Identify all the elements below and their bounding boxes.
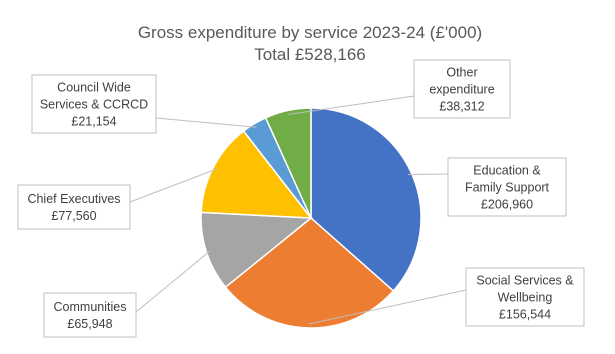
category-label: Council Wide <box>57 81 131 95</box>
data-label: £206,960 <box>481 198 533 212</box>
category-label: Social Services & <box>476 274 574 288</box>
pie-slice-2 <box>200 211 313 289</box>
data-label: £21,154 <box>71 115 116 129</box>
category-label: expenditure <box>429 83 494 97</box>
data-label: £156,544 <box>499 308 551 322</box>
category-label: Services & CCRCD <box>40 98 148 112</box>
callout-box <box>447 157 567 217</box>
leader-line <box>129 168 218 203</box>
callout-box <box>465 267 585 327</box>
category-label: Education & <box>473 164 541 178</box>
pie-slice-5 <box>264 107 312 219</box>
leader-line <box>308 289 467 325</box>
data-label: £65,948 <box>67 317 112 331</box>
category-label: Other <box>446 66 477 80</box>
pie-slice-1 <box>224 217 395 329</box>
category-label: Wellbeing <box>498 291 553 305</box>
category-label: Family Support <box>465 181 550 195</box>
leader-line <box>407 173 449 175</box>
category-label: Chief Executives <box>27 192 120 206</box>
chart-subtitle: Total £528,166 <box>254 45 366 64</box>
pie-slices <box>200 107 422 329</box>
callout-box <box>17 184 131 230</box>
pie-slice-3 <box>200 130 313 219</box>
callout-box <box>31 74 157 134</box>
data-label: £38,312 <box>439 100 484 114</box>
leader-line <box>288 95 415 115</box>
pie-slice-0 <box>310 107 422 292</box>
callout-box <box>43 292 137 338</box>
leader-line <box>155 117 257 128</box>
category-label: Communities <box>54 300 127 314</box>
chart-title: Gross expenditure by service 2023-24 (£'… <box>138 23 482 42</box>
callout-box <box>413 59 511 119</box>
data-callouts: Education & Family Support £206,960 Social … <box>17 59 585 338</box>
data-label: £77,560 <box>51 209 96 223</box>
leader-line <box>135 250 211 313</box>
